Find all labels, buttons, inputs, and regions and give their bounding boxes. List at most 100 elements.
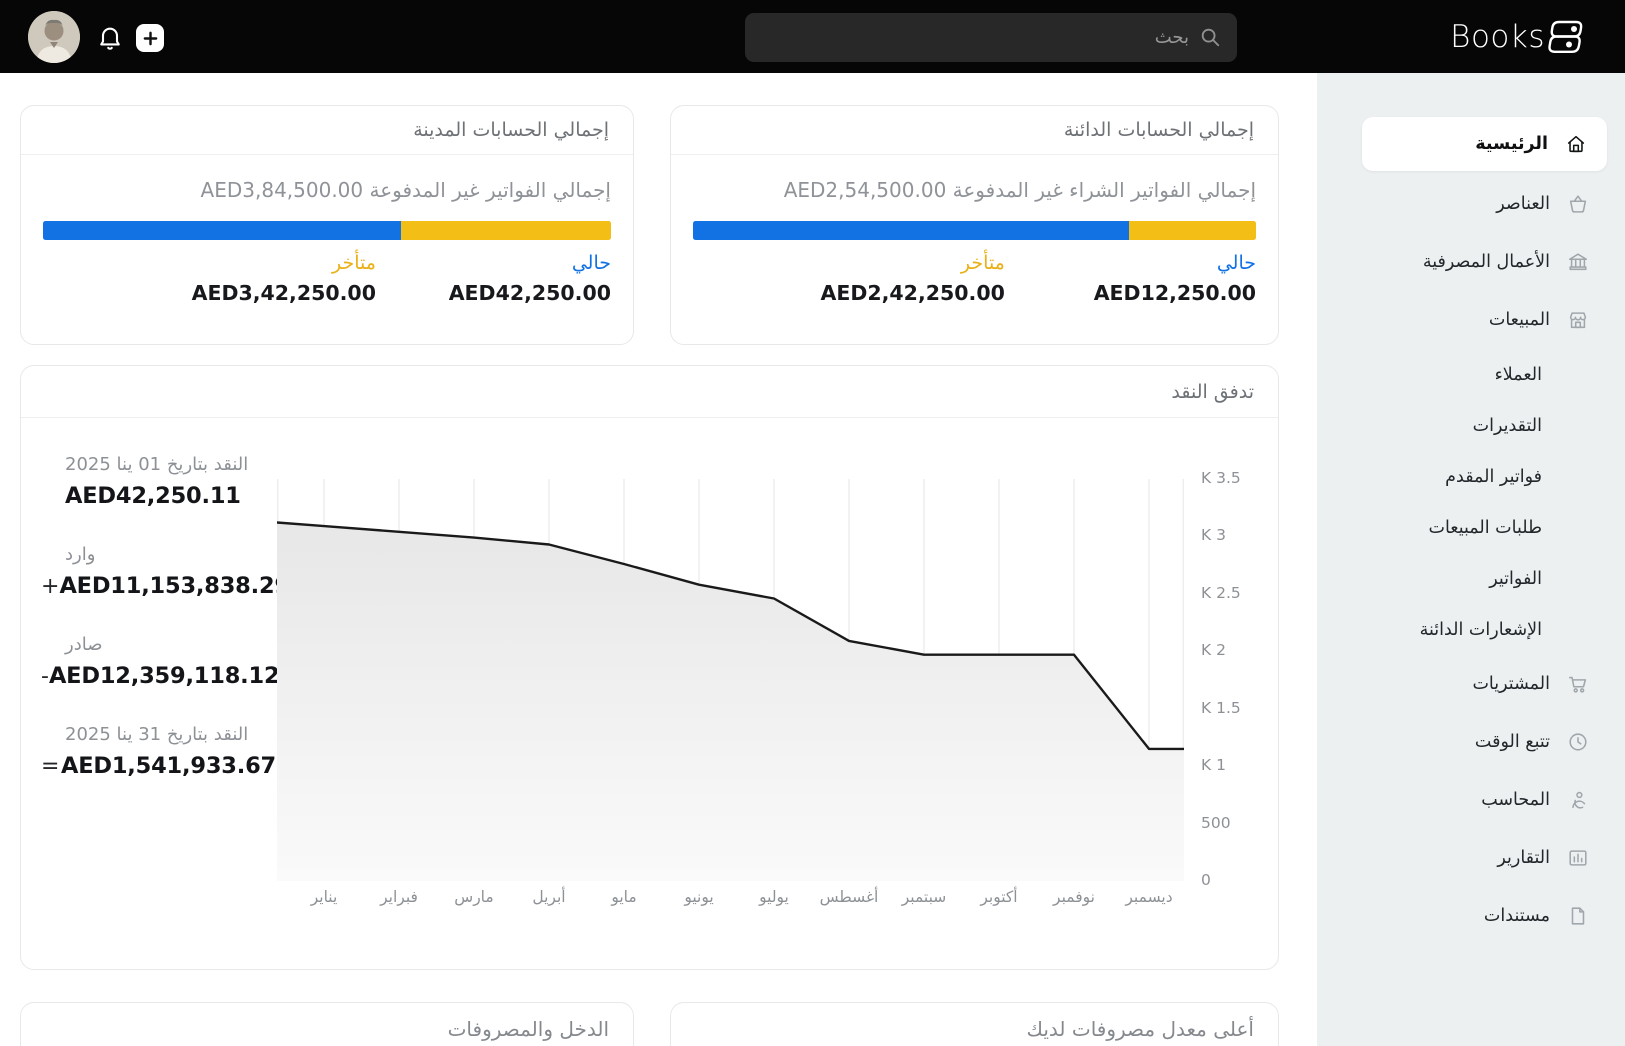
stat-label: وارد xyxy=(65,544,96,565)
cash-flow-chart xyxy=(276,479,1184,881)
receivables-overdue-group: متأخر AED3,42,250.00 xyxy=(192,252,376,305)
sidebar-list: الرئيسية العناصر الأعمال المصرفية المبيعات ا… xyxy=(1317,73,1625,945)
sidebar-item-label: الرئيسية xyxy=(1475,134,1548,154)
value-tick-3: K 2 xyxy=(1201,641,1226,660)
notifications-bell-icon[interactable] xyxy=(96,24,124,52)
quick-create-plus-button[interactable] xyxy=(136,24,164,52)
sidebar-item-14[interactable]: مستندات xyxy=(1317,887,1625,945)
sidebar-item-6[interactable]: فواتير المقدم xyxy=(1317,451,1625,502)
reports-icon xyxy=(1567,847,1589,869)
month-tick-6: يوليو xyxy=(759,888,789,906)
overdue-label: متأخر xyxy=(960,252,1005,274)
sidebar-item-1[interactable]: العناصر xyxy=(1317,175,1625,233)
stat-sign: = xyxy=(41,754,60,779)
brand-name: Books xyxy=(1450,19,1545,55)
receivables-card-title: إجمالي الحسابات المدينة xyxy=(21,106,633,155)
sidebar-item-5[interactable]: التقديرات xyxy=(1317,400,1625,451)
cash-flow-title: تدفق النقد xyxy=(21,366,1278,418)
sidebar-item-4[interactable]: العملاء xyxy=(1317,349,1625,400)
basket-icon xyxy=(1567,193,1589,215)
sidebar-item-label: التقديرات xyxy=(1472,415,1542,436)
receivables-current-segment xyxy=(43,221,401,240)
current-amount: AED42,250.00 xyxy=(448,281,611,305)
sidebar-item-13[interactable]: التقارير xyxy=(1317,829,1625,887)
current-label: حالي xyxy=(1216,252,1256,274)
bank-icon xyxy=(1567,251,1589,273)
sidebar-item-label: الفواتير xyxy=(1489,568,1542,589)
month-tick-11: ديسمبر xyxy=(1125,888,1173,906)
stat-value: AED12,359,118.12 xyxy=(48,663,280,689)
stat-value: AED11,153,838.29 xyxy=(59,573,290,599)
month-tick-7: أغسطس xyxy=(819,888,879,906)
total-payables-card: إجمالي الحسابات الدائنة إجمالي الفواتير … xyxy=(670,105,1279,345)
app-logo[interactable]: Books xyxy=(1436,14,1587,60)
home-icon xyxy=(1565,133,1587,155)
receivables-overdue-segment xyxy=(400,221,611,240)
receivables-subtitle: إجمالي الفواتير غير المدفوعة AED3,84,500… xyxy=(200,178,611,202)
payables-overdue-group: متأخر AED2,42,250.00 xyxy=(820,252,1004,305)
sidebar-item-11[interactable]: تتبع الوقت xyxy=(1317,713,1625,771)
sidebar-item-8[interactable]: الفواتير xyxy=(1317,553,1625,604)
sidebar-item-label: الأعمال المصرفية xyxy=(1422,252,1550,272)
value-tick-0: K 3.5 xyxy=(1201,469,1241,487)
stat-value: AED42,250.11 xyxy=(65,483,241,509)
sidebar-item-10[interactable]: المشتريات xyxy=(1317,655,1625,713)
month-tick-5: يونيو xyxy=(684,888,714,906)
cash-flow-card: تدفق النقد النقد بتاريخ 01 ينا 2025 AED42… xyxy=(20,365,1279,970)
sidebar-item-label: المشتريات xyxy=(1472,674,1550,694)
sidebar-item-2[interactable]: الأعمال المصرفية xyxy=(1317,233,1625,291)
payables-current-segment xyxy=(693,221,1130,240)
sidebar-item-label: الإشعارات الدائنة xyxy=(1419,619,1542,640)
payables-overdue-segment xyxy=(1129,221,1256,240)
sidebar-item-9[interactable]: الإشعارات الدائنة xyxy=(1317,604,1625,655)
chart-value-axis: K 3.5 K 3 K 2.5 K 2 K 1.5 K 1 500 0 xyxy=(1201,366,1261,906)
overdue-amount: AED2,42,250.00 xyxy=(820,281,1005,305)
overdue-label: متأخر xyxy=(332,252,376,274)
stat-sign: + xyxy=(41,574,60,599)
search-input[interactable] xyxy=(745,13,1237,62)
global-search xyxy=(745,13,1237,62)
sidebar-item-label: التقارير xyxy=(1497,848,1550,868)
sidebar-item-3[interactable]: المبيعات xyxy=(1317,291,1625,349)
chart-month-axis: يناير فبراير مارس أبريل مايو يونيو يوليو أغسطس س… xyxy=(277,888,1184,912)
payables-subtitle: إجمالي الفواتير الشراء غير المدفوعة AED2… xyxy=(783,178,1256,202)
user-avatar[interactable] xyxy=(28,11,80,63)
value-tick-7: 0 xyxy=(1201,871,1211,889)
store-icon xyxy=(1567,309,1589,331)
month-tick-9: أكتوبر xyxy=(980,888,1018,906)
value-tick-1: K 3 xyxy=(1201,526,1226,545)
month-tick-8: سبتمبر xyxy=(901,888,947,906)
current-label: حالي xyxy=(571,252,611,274)
sidebar-item-12[interactable]: المحاسب xyxy=(1317,771,1625,829)
cashflow-stat-2: صادر - AED12,359,118.12 xyxy=(41,634,280,689)
top-bar: Books xyxy=(0,0,1625,73)
stat-value: AED1,541,933.67 xyxy=(60,753,276,779)
month-tick-1: فبراير xyxy=(380,888,418,906)
income-expense-card: الدخل والمصروفات xyxy=(20,1002,634,1046)
accountant-icon xyxy=(1567,789,1589,811)
sidebar-item-label: مستندات xyxy=(1483,906,1550,926)
zoho-books-logo-icon xyxy=(1545,16,1587,58)
total-receivables-card: إجمالي الحسابات المدينة إجمالي الفواتير … xyxy=(20,105,634,345)
income-expense-title: الدخل والمصروفات xyxy=(447,1017,609,1041)
cart-icon xyxy=(1567,673,1589,695)
sidebar-item-label: فواتير المقدم xyxy=(1445,466,1542,487)
stat-label: النقد بتاريخ 31 ينا 2025 xyxy=(65,724,249,745)
sidebar-item-0[interactable]: الرئيسية xyxy=(1362,117,1607,171)
month-tick-3: أبريل xyxy=(532,888,566,906)
value-tick-5: K 1 xyxy=(1201,756,1226,775)
receivables-current-group: حالي AED42,250.00 xyxy=(449,252,611,305)
receivables-progress-bar xyxy=(43,221,611,240)
month-tick-4: مايو xyxy=(611,888,637,906)
sidebar-item-label: المبيعات xyxy=(1488,310,1550,330)
overdue-amount: AED3,42,250.00 xyxy=(191,281,376,305)
stat-label: صادر xyxy=(65,634,103,655)
sidebar-item-7[interactable]: طلبات المبيعات xyxy=(1317,502,1625,553)
cashflow-stat-1: وارد + AED11,153,838.29 xyxy=(41,544,290,599)
sidebar-item-label: طلبات المبيعات xyxy=(1428,517,1543,538)
month-tick-2: مارس xyxy=(454,888,494,906)
document-icon xyxy=(1567,905,1589,927)
avatar-photo xyxy=(28,11,80,63)
month-tick-0: يناير xyxy=(310,888,338,906)
cash-flow-stats: النقد بتاريخ 01 ينا 2025 AED42,250.11 وارد… xyxy=(41,454,290,814)
